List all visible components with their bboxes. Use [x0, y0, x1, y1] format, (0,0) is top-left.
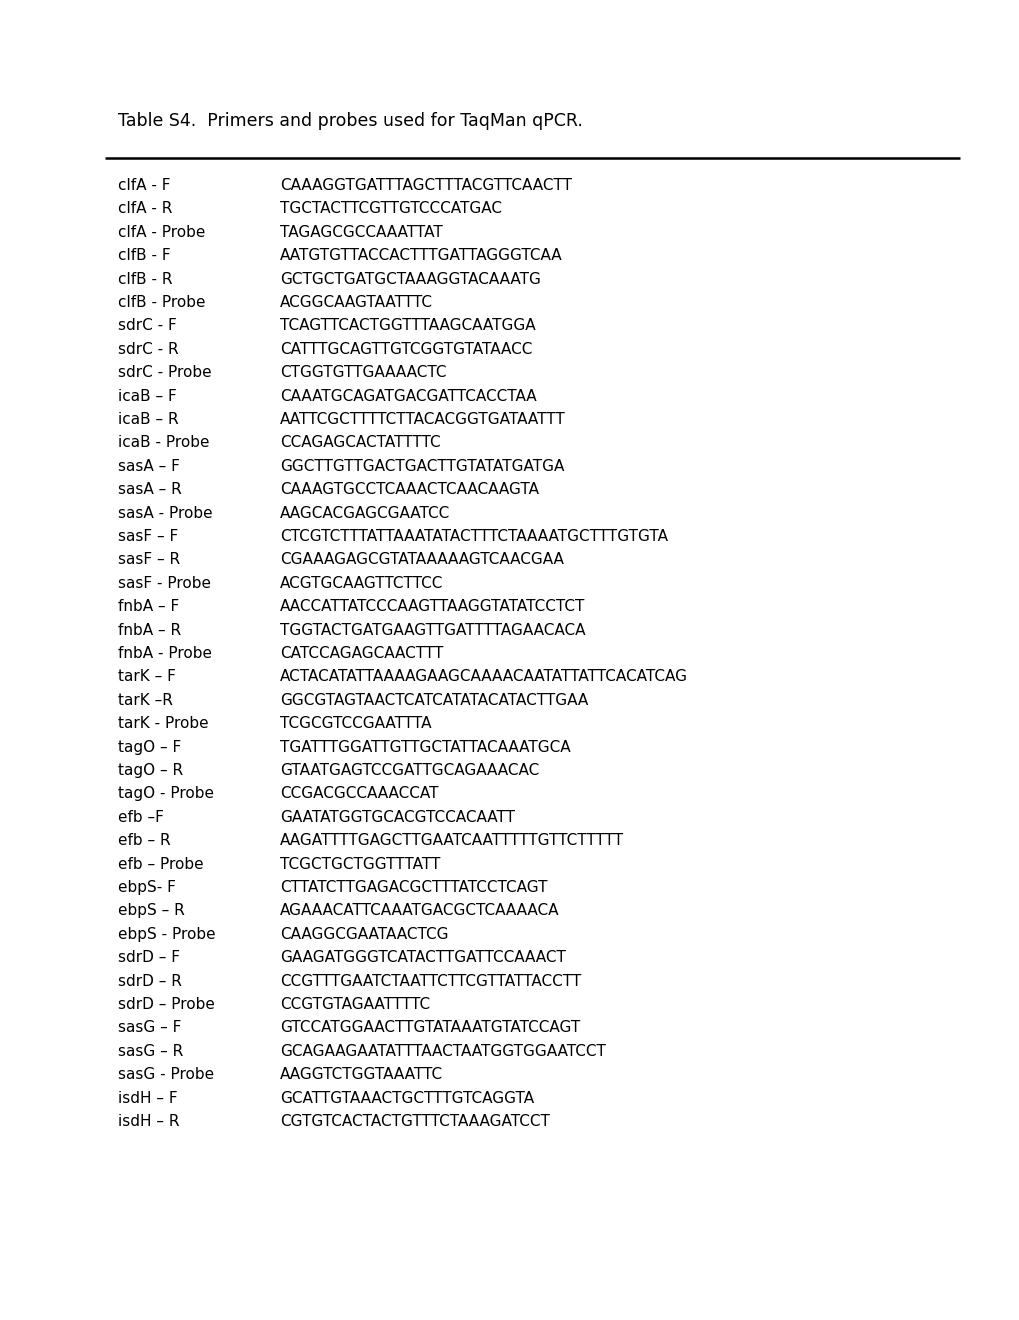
Text: clfB - Probe: clfB - Probe	[118, 294, 205, 310]
Text: fnbA – R: fnbA – R	[118, 623, 181, 638]
Text: clfA - R: clfA - R	[118, 202, 172, 216]
Text: tarK – F: tarK – F	[118, 669, 175, 684]
Text: sasF – F: sasF – F	[118, 529, 178, 544]
Text: tagO – F: tagO – F	[118, 739, 181, 755]
Text: GAAGATGGGTCATACTTGATTCCAAACT: GAAGATGGGTCATACTTGATTCCAAACT	[280, 950, 566, 965]
Text: sasG - Probe: sasG - Probe	[118, 1067, 214, 1082]
Text: TCGCTGCTGGTTTATT: TCGCTGCTGGTTTATT	[280, 857, 440, 871]
Text: CATTTGCAGTTGTCGGTGTATAACC: CATTTGCAGTTGTCGGTGTATAACC	[280, 342, 532, 356]
Text: GAATATGGTGCACGTCCACAATT: GAATATGGTGCACGTCCACAATT	[280, 809, 515, 825]
Text: sdrC - Probe: sdrC - Probe	[118, 366, 211, 380]
Text: clfB - R: clfB - R	[118, 272, 172, 286]
Text: fnbA - Probe: fnbA - Probe	[118, 645, 212, 661]
Text: TCAGTTCACTGGTTTAAGCAATGGA: TCAGTTCACTGGTTTAAGCAATGGA	[280, 318, 535, 334]
Text: tagO – R: tagO – R	[118, 763, 183, 777]
Text: AATTCGCTTTTCTTACACGGTGATAATTT: AATTCGCTTTTCTTACACGGTGATAATTT	[280, 412, 566, 426]
Text: CCGTTTGAATCTAATTCTTCGTTATTACCTT: CCGTTTGAATCTAATTCTTCGTTATTACCTT	[280, 974, 581, 989]
Text: CGTGTCACTACTGTTTCTAAAGATCCT: CGTGTCACTACTGTTTCTAAAGATCCT	[280, 1114, 549, 1129]
Text: GCTGCTGATGCTAAAGGTACAAATG: GCTGCTGATGCTAAAGGTACAAATG	[280, 272, 540, 286]
Text: tagO - Probe: tagO - Probe	[118, 787, 214, 801]
Text: CATCCAGAGCAACTTT: CATCCAGAGCAACTTT	[280, 645, 443, 661]
Text: CTGGTGTTGAAAACTC: CTGGTGTTGAAAACTC	[280, 366, 446, 380]
Text: icaB - Probe: icaB - Probe	[118, 436, 209, 450]
Text: fnbA – F: fnbA – F	[118, 599, 179, 614]
Text: sasA – F: sasA – F	[118, 459, 179, 474]
Text: TGATTTGGATTGTTGCTATTACAAATGCA: TGATTTGGATTGTTGCTATTACAAATGCA	[280, 739, 570, 755]
Text: GGCGTAGTAACTCATCATATACATACTTGAA: GGCGTAGTAACTCATCATATACATACTTGAA	[280, 693, 588, 708]
Text: ACGTGCAAGTTCTTCC: ACGTGCAAGTTCTTCC	[280, 576, 443, 591]
Text: efb – Probe: efb – Probe	[118, 857, 204, 871]
Text: CAAAGGTGATTTAGCTTTACGTTCAACTT: CAAAGGTGATTTAGCTTTACGTTCAACTT	[280, 178, 572, 193]
Text: sasA – R: sasA – R	[118, 482, 181, 498]
Text: CAAGGCGAATAACTCG: CAAGGCGAATAACTCG	[280, 927, 448, 941]
Text: isdH – F: isdH – F	[118, 1090, 177, 1106]
Text: clfA - F: clfA - F	[118, 178, 170, 193]
Text: CAAAGTGCCTCAAACTCAACAAGTA: CAAAGTGCCTCAAACTCAACAAGTA	[280, 482, 538, 498]
Text: icaB – R: icaB – R	[118, 412, 178, 426]
Text: efb – R: efb – R	[118, 833, 170, 849]
Text: AAGATTTTGAGCTTGAATCAATTTTTGTTCTTTTT: AAGATTTTGAGCTTGAATCAATTTTTGTTCTTTTT	[280, 833, 624, 849]
Text: tarK - Probe: tarK - Probe	[118, 717, 209, 731]
Text: ACGGCAAGTAATTTC: ACGGCAAGTAATTTC	[280, 294, 433, 310]
Text: AATGTGTTACCACTTTGATTAGGGTCAA: AATGTGTTACCACTTTGATTAGGGTCAA	[280, 248, 562, 263]
Text: clfB - F: clfB - F	[118, 248, 170, 263]
Text: sdrD – R: sdrD – R	[118, 974, 181, 989]
Text: Table S4.  Primers and probes used for TaqMan qPCR.: Table S4. Primers and probes used for Ta…	[118, 112, 582, 129]
Text: AAGGTCTGGTAAATTC: AAGGTCTGGTAAATTC	[280, 1067, 442, 1082]
Text: CCAGAGCACTATTTTC: CCAGAGCACTATTTTC	[280, 436, 440, 450]
Text: CAAATGCAGATGACGATTCACCTAA: CAAATGCAGATGACGATTCACCTAA	[280, 388, 536, 404]
Text: tarK –R: tarK –R	[118, 693, 172, 708]
Text: ebpS- F: ebpS- F	[118, 880, 175, 895]
Text: ebpS - Probe: ebpS - Probe	[118, 927, 215, 941]
Text: sdrD – F: sdrD – F	[118, 950, 179, 965]
Text: TGCTACTTCGTTGTCCCATGAC: TGCTACTTCGTTGTCCCATGAC	[280, 202, 501, 216]
Text: AGAAACATTCAAATGACGCTCAAAACA: AGAAACATTCAAATGACGCTCAAAACA	[280, 903, 559, 919]
Text: sdrC - R: sdrC - R	[118, 342, 178, 356]
Text: GCATTGTAAACTGCTTTGTCAGGTA: GCATTGTAAACTGCTTTGTCAGGTA	[280, 1090, 534, 1106]
Text: AAGCACGAGCGAATCC: AAGCACGAGCGAATCC	[280, 506, 449, 520]
Text: clfA - Probe: clfA - Probe	[118, 224, 205, 240]
Text: sdrC - F: sdrC - F	[118, 318, 176, 334]
Text: GTAATGAGTCCGATTGCAGAAACAC: GTAATGAGTCCGATTGCAGAAACAC	[280, 763, 539, 777]
Text: GGCTTGTTGACTGACTTGTATATGATGA: GGCTTGTTGACTGACTTGTATATGATGA	[280, 459, 564, 474]
Text: GTCCATGGAACTTGTATAAATGTATCCAGT: GTCCATGGAACTTGTATAAATGTATCCAGT	[280, 1020, 580, 1035]
Text: AACCATTATCCCAAGTTAAGGTATATCCTCT: AACCATTATCCCAAGTTAAGGTATATCCTCT	[280, 599, 585, 614]
Text: sasF – R: sasF – R	[118, 552, 180, 568]
Text: TAGAGCGCCAAATTAT: TAGAGCGCCAAATTAT	[280, 224, 442, 240]
Text: efb –F: efb –F	[118, 809, 164, 825]
Text: CCGACGCCAAACCAT: CCGACGCCAAACCAT	[280, 787, 438, 801]
Text: TCGCGTCCGAATTTA: TCGCGTCCGAATTTA	[280, 717, 431, 731]
Text: sasF - Probe: sasF - Probe	[118, 576, 211, 591]
Text: sdrD – Probe: sdrD – Probe	[118, 997, 215, 1012]
Text: sasG – R: sasG – R	[118, 1044, 183, 1059]
Text: CCGTGTAGAATTTTC: CCGTGTAGAATTTTC	[280, 997, 430, 1012]
Text: isdH – R: isdH – R	[118, 1114, 179, 1129]
Text: CGAAAGAGCGTATAAAAAGTCAACGAA: CGAAAGAGCGTATAAAAAGTCAACGAA	[280, 552, 564, 568]
Text: GCAGAAGAATATTTAACTAATGGTGGAATCCT: GCAGAAGAATATTTAACTAATGGTGGAATCCT	[280, 1044, 605, 1059]
Text: sasG – F: sasG – F	[118, 1020, 181, 1035]
Text: TGGTACTGATGAAGTTGATTTTAGAACACA: TGGTACTGATGAAGTTGATTTTAGAACACA	[280, 623, 585, 638]
Text: sasA - Probe: sasA - Probe	[118, 506, 212, 520]
Text: ACTACATATTAAAAGAAGCAAAACAATATTATTCACATCAG: ACTACATATTAAAAGAAGCAAAACAATATTATTCACATCA…	[280, 669, 688, 684]
Text: CTTATCTTGAGACGCTTTATCCTCAGT: CTTATCTTGAGACGCTTTATCCTCAGT	[280, 880, 547, 895]
Text: CTCGTCTTTATTAAATATACTTTCTAAAATGCTTTGTGTA: CTCGTCTTTATTAAATATACTTTCTAAAATGCTTTGTGTA	[280, 529, 667, 544]
Text: ebpS – R: ebpS – R	[118, 903, 184, 919]
Text: icaB – F: icaB – F	[118, 388, 176, 404]
